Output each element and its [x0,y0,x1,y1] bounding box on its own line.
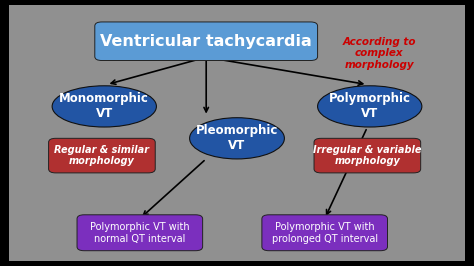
Text: According to
complex
morphology: According to complex morphology [342,37,416,70]
Text: Polymorphic
VT: Polymorphic VT [329,92,410,120]
Text: Monomorphic
VT: Monomorphic VT [59,92,149,120]
FancyBboxPatch shape [262,215,388,251]
Text: Polymorphic VT with
normal QT interval: Polymorphic VT with normal QT interval [90,222,190,244]
Text: Regular & similar
morphology: Regular & similar morphology [55,145,149,167]
FancyBboxPatch shape [314,138,420,173]
Text: Irregular & variable
morphology: Irregular & variable morphology [313,145,421,167]
Ellipse shape [318,86,422,127]
Text: Ventricular tachycardia: Ventricular tachycardia [100,34,312,49]
FancyBboxPatch shape [9,5,465,261]
Text: Polymorphic VT with
prolonged QT interval: Polymorphic VT with prolonged QT interva… [272,222,378,244]
Text: Pleomorphic
VT: Pleomorphic VT [196,124,278,152]
FancyBboxPatch shape [77,215,202,251]
Ellipse shape [52,86,156,127]
FancyBboxPatch shape [48,138,155,173]
FancyBboxPatch shape [95,22,318,61]
Ellipse shape [190,118,284,159]
